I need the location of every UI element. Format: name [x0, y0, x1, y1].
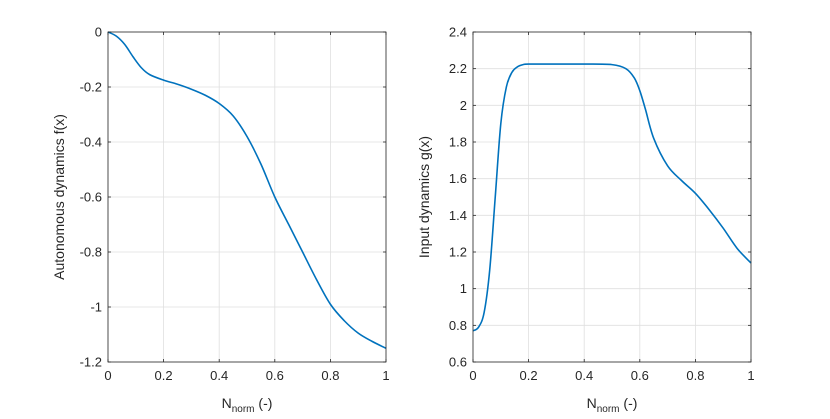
y-tick-label: 1.2	[449, 245, 467, 260]
x-tick-label: 0.2	[520, 368, 538, 383]
y-tick-label: -1	[90, 300, 102, 315]
y-tick-label: 1.8	[449, 135, 467, 150]
x-axis-label-main: N	[587, 395, 597, 411]
x-axis-label-suffix: (-)	[255, 395, 273, 411]
x-tick-label: 0.4	[210, 368, 228, 383]
x-axis-label: Nnorm (-)	[587, 395, 638, 415]
plot-area	[473, 32, 751, 362]
chart-autonomous-dynamics: 0 0.2 0.4 0.6 0.8 1 -1.2 -1 -0.8 -0.6 -0.4 -0.2 0 Nno…	[51, 25, 390, 416]
y-tick-label: -0.8	[80, 245, 102, 260]
x-tick-label: 0	[469, 368, 476, 383]
x-axis-label-subscript: norm	[232, 404, 255, 415]
x-axis-label-suffix: (-)	[620, 395, 638, 411]
x-tick-label: 0.4	[575, 368, 593, 383]
x-tick-label: 0.6	[266, 368, 284, 383]
x-tick-label: 0.8	[321, 368, 339, 383]
y-axis-label: Autonomous dynamics f(x)	[51, 114, 67, 280]
y-tick-label: -1.2	[80, 355, 102, 370]
y-tick-label: 0.8	[449, 318, 467, 333]
x-axis-label-main: N	[222, 395, 232, 411]
data-series-line	[472, 63, 752, 332]
y-tick-label: 1.4	[449, 208, 467, 223]
chart-input-dynamics: 0 0.2 0.4 0.6 0.8 1 0.6 0.8 1 1.2 1.4 1.6 1.8 2 2.2 2.4…	[416, 25, 755, 416]
x-tick-label: 1	[382, 368, 389, 383]
y-tick-label: 1	[460, 281, 467, 296]
x-axis-label-subscript: norm	[597, 404, 620, 415]
y-tick-label: -0.4	[80, 135, 102, 150]
y-axis-label: Input dynamics g(x)	[416, 136, 432, 258]
x-tick-label: 0.8	[686, 368, 704, 383]
x-tick-label: 0.6	[631, 368, 649, 383]
x-tick-label: 0.2	[155, 368, 173, 383]
x-tick-label: 1	[747, 368, 754, 383]
y-tick-label: 0	[95, 25, 102, 40]
axes-box	[472, 31, 752, 363]
y-tick-label: 0.6	[449, 355, 467, 370]
y-tick-label: 2.2	[449, 61, 467, 76]
y-tick-label: 1.6	[449, 171, 467, 186]
data-series-line	[107, 31, 387, 349]
x-tick-label: 0	[104, 368, 111, 383]
y-tick-label: -0.6	[80, 190, 102, 205]
x-axis-label: Nnorm (-)	[222, 395, 273, 415]
y-tick-label: 2	[460, 98, 467, 113]
y-tick-label: 2.4	[449, 25, 467, 40]
y-tick-label: -0.2	[80, 80, 102, 95]
